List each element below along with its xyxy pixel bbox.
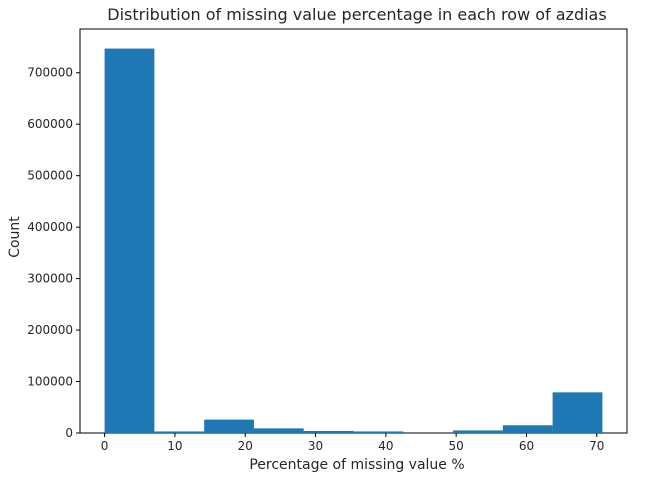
y-axis: 0 100000 200000 300000 400000 500000 600000 700… xyxy=(27,66,80,440)
x-tick-label: 60 xyxy=(519,439,534,453)
y-tick-label: 100000 xyxy=(27,375,73,389)
histogram-bar xyxy=(353,431,404,433)
chart-title: Distribution of missing value percentage… xyxy=(107,5,606,24)
x-axis-label: Percentage of missing value % xyxy=(249,457,464,473)
y-tick-label: 300000 xyxy=(27,272,73,286)
histogram-bar xyxy=(303,430,354,433)
histogram-bar xyxy=(154,431,205,433)
x-tick-label: 20 xyxy=(238,439,253,453)
histogram-bar xyxy=(502,425,553,433)
y-axis-label: Count xyxy=(7,216,23,258)
plot-area xyxy=(79,28,628,434)
histogram-bar xyxy=(253,428,304,433)
y-tick-label: 500000 xyxy=(27,169,73,183)
x-tick-label: 10 xyxy=(167,439,182,453)
x-axis: 0 10 20 30 40 50 60 70 xyxy=(101,433,604,453)
y-tick-label: 0 xyxy=(65,426,73,440)
histogram-bar xyxy=(204,419,254,433)
x-tick-label: 70 xyxy=(589,439,604,453)
plot-frame xyxy=(79,28,628,434)
histogram-bar xyxy=(104,48,155,433)
x-tick-label: 50 xyxy=(449,439,464,453)
x-tick-label: 40 xyxy=(378,439,393,453)
y-tick-label: 600000 xyxy=(27,117,73,131)
bars xyxy=(104,48,603,433)
y-tick-label: 200000 xyxy=(27,323,73,337)
y-tick-label: 400000 xyxy=(27,220,73,234)
histogram-bar xyxy=(453,430,503,433)
x-tick-label: 30 xyxy=(308,439,323,453)
x-tick-label: 0 xyxy=(101,439,109,453)
y-tick-label: 700000 xyxy=(27,66,73,80)
histogram-bar xyxy=(552,392,603,433)
